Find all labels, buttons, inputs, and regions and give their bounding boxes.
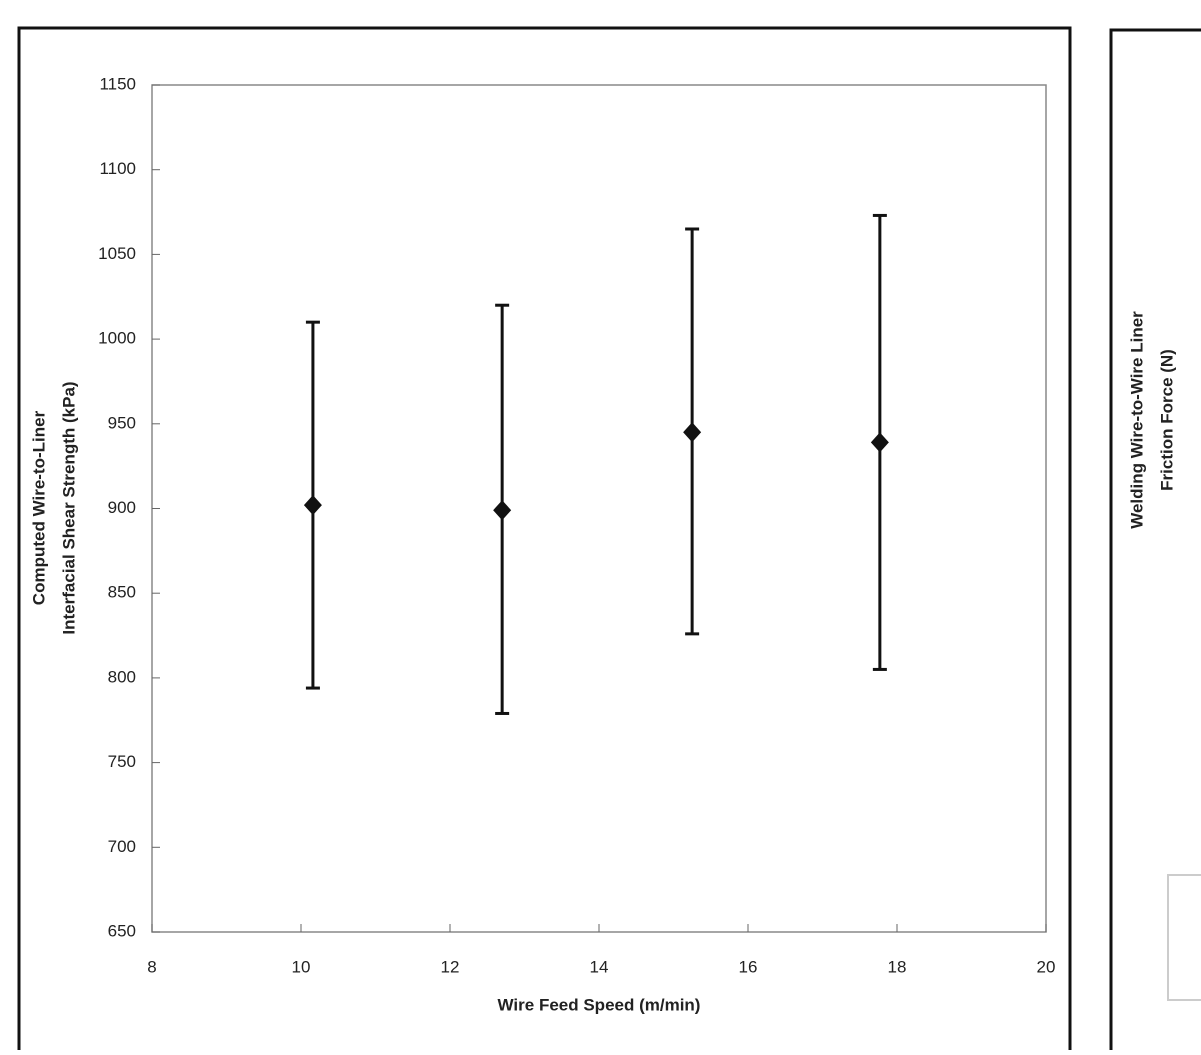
y-tick-label: 900 [108, 498, 136, 517]
y-tick-label: 700 [108, 837, 136, 856]
x-tick-label: 12 [441, 957, 460, 976]
y-axis-label: Friction Force (N) [1157, 349, 1176, 491]
point [683, 422, 702, 443]
legend-box [1167, 874, 1201, 1001]
y-tick-label: 1150 [99, 74, 136, 93]
y-axis-label: Computed Wire-to-Liner [29, 410, 48, 605]
y-tick-label: 1050 [98, 244, 136, 263]
y-axis-label: Interfacial Shear Strength (kPa) [59, 381, 78, 634]
y-tick-label: 950 [108, 413, 136, 432]
x-axis-label: Wire Feed Speed (m/min) [498, 995, 701, 1014]
x-tick-label: 10 [292, 957, 311, 976]
y-tick-label: 850 [108, 583, 136, 602]
panel-frame [17, 26, 1072, 1055]
point [303, 495, 322, 516]
y-tick-label: 650 [108, 921, 136, 940]
x-tick-label: 8 [147, 957, 156, 976]
y-tick-label: 800 [108, 667, 136, 686]
x-tick-label: 20 [1037, 957, 1056, 976]
x-tick-label: 18 [888, 957, 907, 976]
y-tick-label: 1000 [98, 329, 136, 348]
panel-frame [1109, 28, 1201, 1055]
x-tick-label: 16 [739, 957, 758, 976]
plot-frame [151, 84, 1047, 933]
y-axis-label: Welding Wire-to-Wire Liner [1127, 311, 1146, 529]
point [493, 500, 512, 521]
y-tick-label: 1100 [99, 159, 136, 178]
y-tick-label: 750 [108, 752, 136, 771]
point [870, 432, 889, 453]
x-tick-label: 14 [590, 957, 609, 976]
